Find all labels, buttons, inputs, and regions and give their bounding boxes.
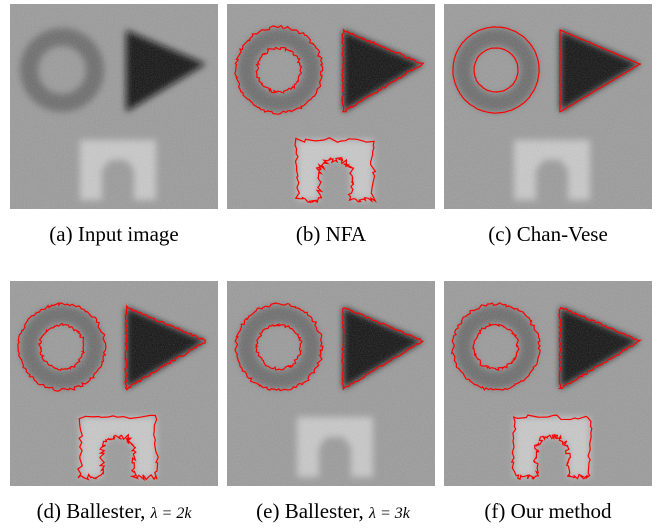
noise-overlay [227, 4, 435, 209]
caption-f-text: (f) Our method [484, 499, 612, 523]
panel-our-method [444, 281, 652, 486]
triangle-contour [341, 307, 425, 391]
ring-inner-contour [255, 46, 303, 94]
ring-outer-contour [234, 24, 324, 115]
caption-d-lambda: λ = 2k [150, 505, 192, 522]
triangle-contour [557, 306, 643, 390]
panel-image-e [227, 281, 435, 486]
panel-nfa [227, 4, 435, 209]
panel-image-b [227, 4, 435, 209]
panel-ballester-2k [10, 281, 218, 486]
caption-d-text: (d) Ballester, [36, 499, 151, 523]
caption-b: (b) NFA [221, 222, 441, 246]
noise-overlay [444, 281, 652, 486]
caption-f: (f) Our method [438, 499, 658, 523]
ring-inner-contour [471, 323, 520, 372]
caption-c: (c) Chan-Vese [438, 222, 658, 246]
ring-outer-contour [450, 302, 542, 391]
caption-a-text: (a) Input image [49, 222, 179, 246]
ring-outer-contour [452, 26, 540, 114]
caption-e: (e) Ballester, λ = 3k [219, 499, 447, 526]
triangle-contour [559, 29, 642, 113]
arch-contour [76, 414, 159, 481]
ring-outer-contour [234, 302, 324, 392]
noise-overlay [227, 281, 435, 486]
noise-overlay [444, 4, 652, 209]
panel-chan-vese [444, 4, 652, 209]
panel-image-a [10, 4, 218, 209]
caption-d: (d) Ballester, λ = 2k [0, 499, 228, 526]
caption-c-text: (c) Chan-Vese [488, 222, 608, 246]
panel-image-c [444, 4, 652, 209]
caption-e-lambda: λ = 3k [369, 505, 410, 522]
noise-overlay [10, 4, 218, 209]
triangle-contour [124, 304, 206, 391]
panel-image-d [10, 281, 218, 486]
panel-ballester-3k [227, 281, 435, 486]
ring-inner-contour [255, 323, 303, 371]
panel-image-f [444, 281, 652, 486]
ring-inner-contour [37, 323, 86, 372]
ring-outer-contour [17, 302, 107, 392]
arch-contour [294, 137, 377, 204]
caption-b-text: (b) NFA [295, 222, 367, 246]
noise-overlay [10, 281, 218, 486]
caption-e-text: (e) Ballester, [256, 499, 370, 523]
panel-input-image [10, 4, 218, 209]
ring-inner-contour [473, 47, 519, 93]
caption-a: (a) Input image [4, 222, 224, 246]
triangle-contour [341, 28, 425, 113]
